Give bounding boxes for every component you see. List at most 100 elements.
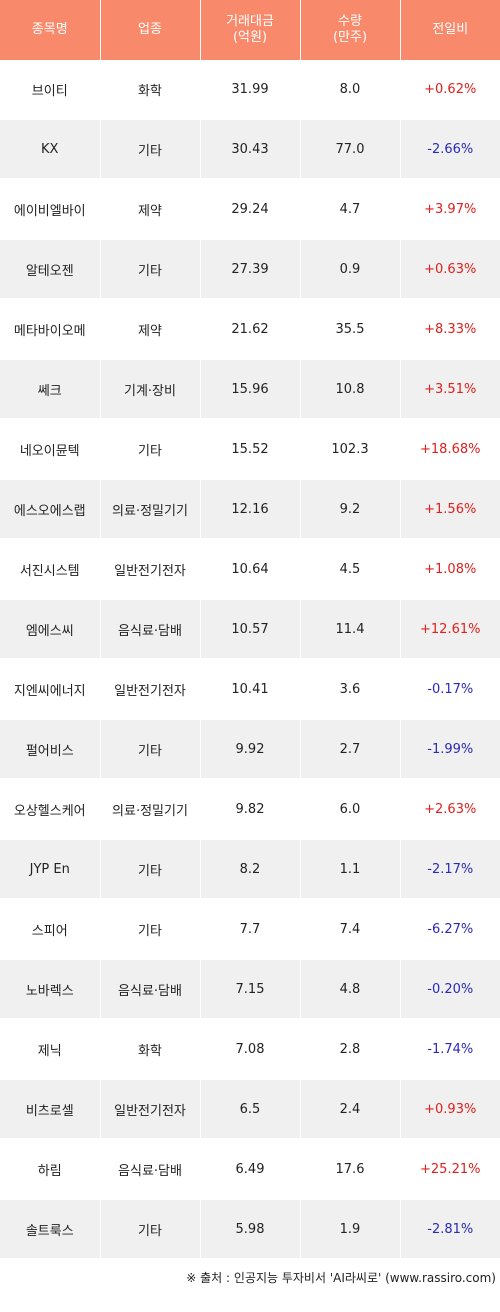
- source-note: ※ 출처 : 인공지능 투자비서 'AI라씨로' (www.rassiro.co…: [186, 1271, 496, 1285]
- trade-amount-cell: 27.39: [200, 239, 301, 299]
- change-rate-cell: -1.99%: [400, 719, 500, 779]
- trade-amount-cell: 15.52: [200, 419, 301, 479]
- stock-name-cell: 지엔씨에너지: [0, 659, 101, 719]
- table-row: 스피어 기타 7.7 7.4 -6.27%: [0, 899, 500, 959]
- table-row: 제닉 화학 7.08 2.8 -1.74%: [0, 1019, 500, 1079]
- sector-cell: 음식료·담배: [100, 959, 201, 1019]
- header-amount: 거래대금 (억원): [200, 0, 301, 60]
- stock-name-cell: JYP En: [0, 839, 101, 899]
- stock-table: 종목명 업종 거래대금 (억원) 수량 (만주) 전일비 브이티 화학 31.99 8…: [0, 0, 500, 1259]
- sector-cell: 기타: [100, 419, 201, 479]
- stock-name-cell: 제닉: [0, 1019, 101, 1079]
- stock-name-cell: 쎄크: [0, 359, 101, 419]
- stock-name-cell: 에스오에스랩: [0, 479, 101, 539]
- table-row: 알테오젠 기타 27.39 0.9 +0.63%: [0, 239, 500, 299]
- trade-amount-cell: 10.41: [200, 659, 301, 719]
- table-row: 솔트룩스 기타 5.98 1.9 -2.81%: [0, 1199, 500, 1259]
- header-change: 전일비: [400, 0, 500, 60]
- sector-cell: 기타: [100, 119, 201, 179]
- table-row: 에스오에스랩 의료·정밀기기 12.16 9.2 +1.56%: [0, 479, 500, 539]
- sector-cell: 화학: [100, 1019, 201, 1079]
- trade-amount-cell: 5.98: [200, 1199, 301, 1259]
- sector-cell: 일반전기전자: [100, 539, 201, 599]
- trade-amount-cell: 30.43: [200, 119, 301, 179]
- table-row: 펄어비스 기타 9.92 2.7 -1.99%: [0, 719, 500, 779]
- header-name: 종목명: [0, 0, 101, 60]
- trade-amount-cell: 21.62: [200, 299, 301, 359]
- trade-amount-cell: 10.64: [200, 539, 301, 599]
- sector-cell: 화학: [100, 60, 201, 119]
- quantity-cell: 17.6: [300, 1139, 401, 1199]
- stock-name-cell: 오상헬스케어: [0, 779, 101, 839]
- change-rate-cell: +8.33%: [400, 299, 500, 359]
- quantity-cell: 11.4: [300, 599, 401, 659]
- stock-name-cell: KX: [0, 119, 101, 179]
- stock-name-cell: 하림: [0, 1139, 101, 1199]
- change-rate-cell: +0.62%: [400, 60, 500, 119]
- trade-amount-cell: 8.2: [200, 839, 301, 899]
- table-row: 브이티 화학 31.99 8.0 +0.62%: [0, 60, 500, 119]
- quantity-cell: 2.4: [300, 1079, 401, 1139]
- quantity-cell: 10.8: [300, 359, 401, 419]
- trade-amount-cell: 31.99: [200, 60, 301, 119]
- table-row: 네오이뮨텍 기타 15.52 102.3 +18.68%: [0, 419, 500, 479]
- change-rate-cell: +1.56%: [400, 479, 500, 539]
- stock-name-cell: 네오이뮨텍: [0, 419, 101, 479]
- header-qty: 수량 (만주): [300, 0, 401, 60]
- trade-amount-cell: 9.92: [200, 719, 301, 779]
- trade-amount-cell: 29.24: [200, 179, 301, 239]
- change-rate-cell: +3.97%: [400, 179, 500, 239]
- stock-name-cell: 솔트룩스: [0, 1199, 101, 1259]
- quantity-cell: 4.8: [300, 959, 401, 1019]
- trade-amount-cell: 7.7: [200, 899, 301, 959]
- change-rate-cell: -0.17%: [400, 659, 500, 719]
- table-row: 지엔씨에너지 일반전기전자 10.41 3.6 -0.17%: [0, 659, 500, 719]
- header-row: 종목명 업종 거래대금 (억원) 수량 (만주) 전일비: [0, 0, 500, 60]
- change-rate-cell: +18.68%: [400, 419, 500, 479]
- change-rate-cell: +25.21%: [400, 1139, 500, 1199]
- trade-amount-cell: 6.49: [200, 1139, 301, 1199]
- table-row: 쎄크 기계·장비 15.96 10.8 +3.51%: [0, 359, 500, 419]
- stock-name-cell: 비츠로셀: [0, 1079, 101, 1139]
- stock-name-cell: 엠에스씨: [0, 599, 101, 659]
- trade-amount-cell: 7.08: [200, 1019, 301, 1079]
- stock-name-cell: 서진시스템: [0, 539, 101, 599]
- header-sector: 업종: [100, 0, 201, 60]
- sector-cell: 음식료·담배: [100, 599, 201, 659]
- change-rate-cell: -2.17%: [400, 839, 500, 899]
- sector-cell: 기타: [100, 899, 201, 959]
- stock-name-cell: 스피어: [0, 899, 101, 959]
- quantity-cell: 4.5: [300, 539, 401, 599]
- trade-amount-cell: 10.57: [200, 599, 301, 659]
- stock-name-cell: 알테오젠: [0, 239, 101, 299]
- table-row: 오상헬스케어 의료·정밀기기 9.82 6.0 +2.63%: [0, 779, 500, 839]
- sector-cell: 음식료·담배: [100, 1139, 201, 1199]
- quantity-cell: 0.9: [300, 239, 401, 299]
- table-row: 하림 음식료·담배 6.49 17.6 +25.21%: [0, 1139, 500, 1199]
- stock-name-cell: 노바렉스: [0, 959, 101, 1019]
- change-rate-cell: -2.66%: [400, 119, 500, 179]
- quantity-cell: 2.7: [300, 719, 401, 779]
- sector-cell: 일반전기전자: [100, 1079, 201, 1139]
- change-rate-cell: +0.63%: [400, 239, 500, 299]
- trade-amount-cell: 12.16: [200, 479, 301, 539]
- change-rate-cell: -2.81%: [400, 1199, 500, 1259]
- quantity-cell: 3.6: [300, 659, 401, 719]
- table-row: 서진시스템 일반전기전자 10.64 4.5 +1.08%: [0, 539, 500, 599]
- change-rate-cell: -0.20%: [400, 959, 500, 1019]
- quantity-cell: 7.4: [300, 899, 401, 959]
- sector-cell: 일반전기전자: [100, 659, 201, 719]
- change-rate-cell: -6.27%: [400, 899, 500, 959]
- sector-cell: 의료·정밀기기: [100, 779, 201, 839]
- stock-name-cell: 에이비엘바이: [0, 179, 101, 239]
- trade-amount-cell: 7.15: [200, 959, 301, 1019]
- quantity-cell: 2.8: [300, 1019, 401, 1079]
- quantity-cell: 35.5: [300, 299, 401, 359]
- sector-cell: 의료·정밀기기: [100, 479, 201, 539]
- quantity-cell: 4.7: [300, 179, 401, 239]
- change-rate-cell: +1.08%: [400, 539, 500, 599]
- change-rate-cell: +12.61%: [400, 599, 500, 659]
- trade-amount-cell: 15.96: [200, 359, 301, 419]
- quantity-cell: 6.0: [300, 779, 401, 839]
- table-row: KX 기타 30.43 77.0 -2.66%: [0, 119, 500, 179]
